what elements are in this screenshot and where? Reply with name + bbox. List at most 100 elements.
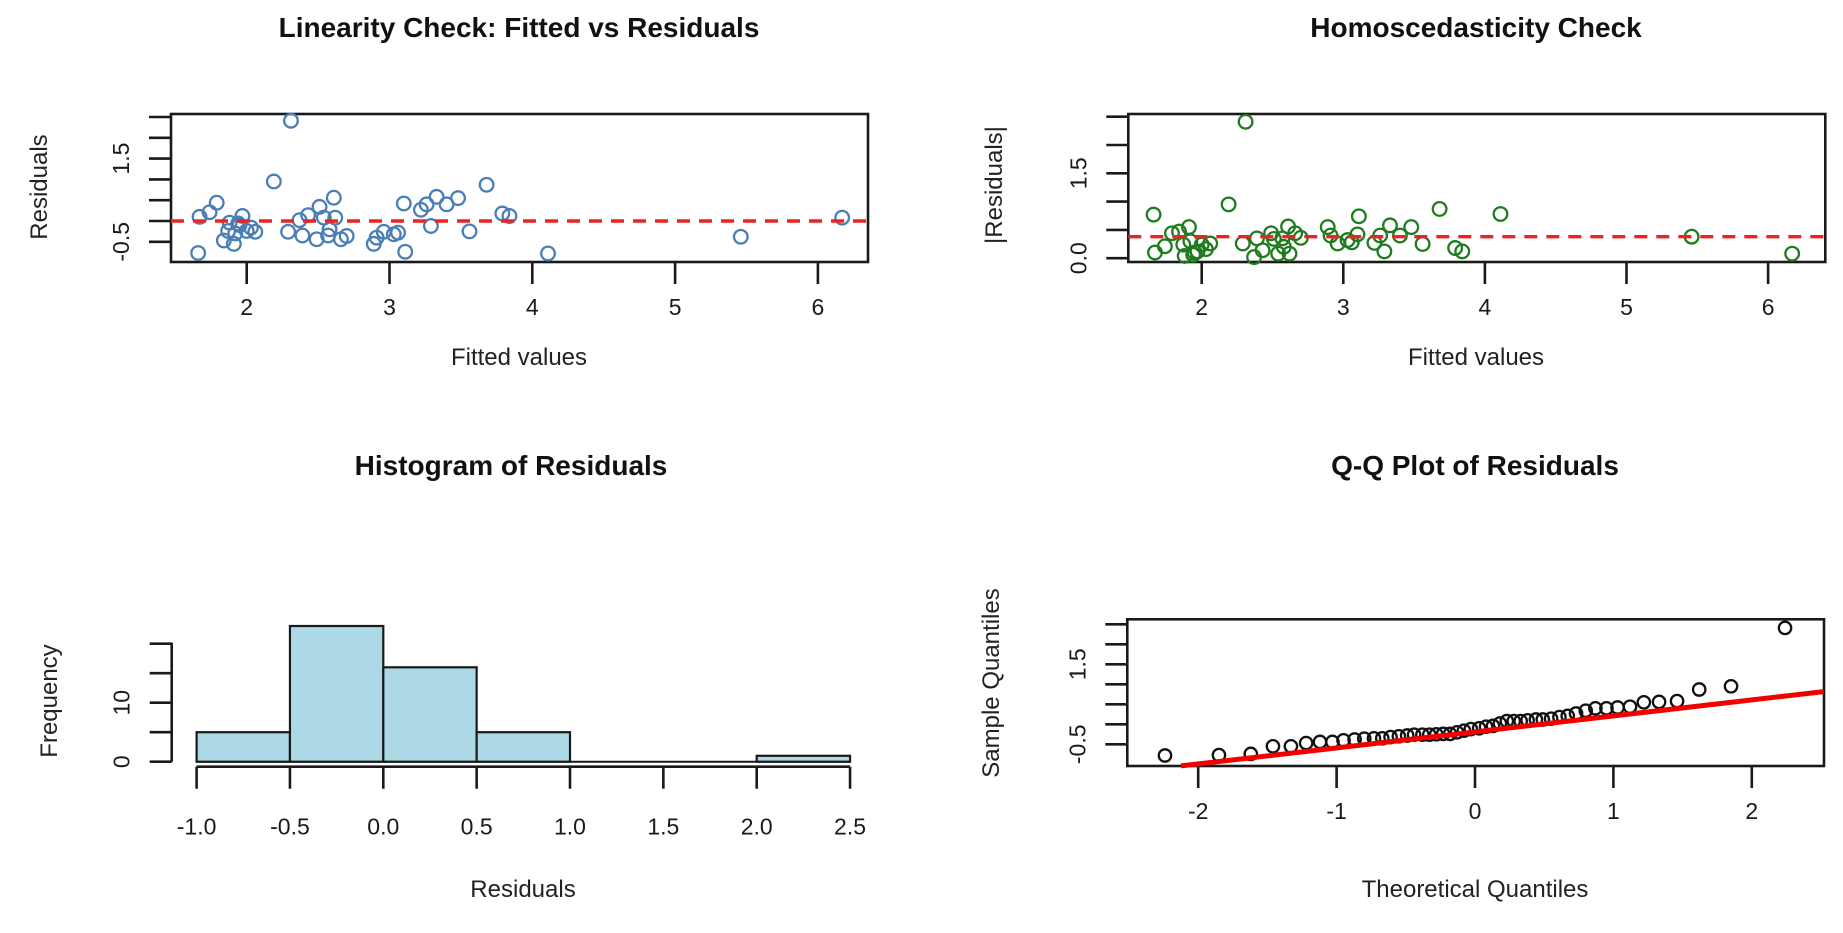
- data-point: [283, 112, 299, 129]
- histogram-bar: [288, 624, 385, 763]
- x-tick-label: 1.5: [647, 814, 679, 840]
- data-point: [243, 219, 259, 236]
- data-point: [1312, 734, 1328, 750]
- data-point: [1588, 700, 1603, 716]
- x-tick-label: 0.5: [461, 814, 493, 840]
- x-tick-label: 6: [1762, 294, 1775, 320]
- x-tick-label: -1: [1326, 798, 1346, 824]
- data-point: [1376, 243, 1393, 260]
- x-tick-label: 2.0: [741, 814, 773, 840]
- histogram-bar: [475, 731, 572, 763]
- data-point: [1145, 206, 1162, 223]
- linearity-plot-title: Linearity Check: Fitted vs Residuals: [278, 12, 760, 43]
- data-point: [418, 196, 435, 213]
- data-point: [478, 176, 495, 193]
- data-point: [540, 245, 556, 262]
- data-point: [501, 208, 518, 224]
- data-point: [1454, 243, 1471, 260]
- y-tick-label: 10: [109, 690, 135, 716]
- data-point: [1147, 244, 1163, 261]
- data-point: [1784, 245, 1801, 262]
- x-tick-label: 0.0: [367, 814, 399, 840]
- x-tick-label: -1.0: [177, 814, 217, 840]
- histogram-bar: [195, 731, 292, 763]
- data-point: [397, 243, 414, 260]
- y-tick-label: 0: [109, 755, 135, 768]
- data-point: [1350, 208, 1367, 225]
- data-point: [732, 228, 749, 245]
- data-point: [215, 232, 232, 249]
- data-point: [1237, 113, 1254, 130]
- data-point: [1651, 694, 1667, 710]
- data-point: [1431, 201, 1448, 217]
- data-point: [1492, 206, 1509, 223]
- x-tick-label: 6: [812, 294, 825, 320]
- data-point: [1298, 735, 1314, 751]
- data-point: [422, 218, 439, 234]
- data-point: [834, 209, 851, 226]
- data-point: [191, 208, 208, 225]
- data-point: [225, 235, 242, 252]
- data-point: [1156, 238, 1173, 255]
- y-tick-label: -0.5: [108, 222, 134, 262]
- data-point: [1636, 694, 1652, 710]
- data-point: [1349, 226, 1366, 243]
- linearity-yaxis-label: Residuals: [26, 134, 53, 240]
- data-point: [1220, 196, 1237, 213]
- data-point: [1691, 682, 1707, 697]
- data-point: [234, 208, 251, 224]
- data-point: [1265, 231, 1282, 247]
- data-point: [208, 194, 225, 211]
- y-tick-label: 1.5: [1064, 648, 1090, 680]
- y-tick-label: 1.5: [1065, 157, 1091, 189]
- data-point: [1414, 236, 1431, 253]
- histogram-yaxis-label: Frequency: [36, 644, 63, 758]
- data-point: [461, 223, 478, 240]
- data-point: [1281, 245, 1298, 262]
- data-point: [1265, 738, 1281, 754]
- qq-theoretical-line: [1180, 689, 1825, 769]
- x-tick-label: 1: [1607, 798, 1620, 824]
- x-tick-label: 4: [526, 294, 539, 320]
- linearity-plot-area: 2 3 4 5 6 -0.5 1.5: [108, 112, 870, 320]
- x-tick-label: 5: [669, 294, 682, 320]
- x-tick-label: 2: [1195, 294, 1208, 320]
- data-point: [190, 245, 207, 261]
- data-point: [265, 173, 282, 190]
- data-point: [1403, 219, 1420, 236]
- data-point: [390, 224, 407, 241]
- data-point: [1234, 235, 1251, 252]
- homoscedasticity-plot-area: 2 3 4 5 6 0.0 1.5: [1065, 112, 1827, 320]
- data-point: [338, 228, 355, 244]
- data-point: [1382, 217, 1398, 234]
- plot-frame: [169, 112, 870, 264]
- homoscedasticity-yaxis-label: |Residuals|: [981, 126, 1008, 244]
- data-point: [327, 209, 344, 226]
- x-tick-label: 3: [1337, 294, 1350, 320]
- qq-plot-area: -2 -1 0 1 2 -0.5 1.5: [1064, 617, 1826, 824]
- data-point: [1319, 219, 1336, 236]
- data-point: [294, 227, 311, 244]
- data-point: [238, 223, 255, 239]
- data-point: [325, 189, 342, 206]
- y-tick-label: -0.5: [1064, 724, 1090, 764]
- data-point: [1254, 242, 1271, 259]
- data-point: [227, 225, 244, 242]
- data-point: [1202, 235, 1219, 252]
- x-tick-label: -2: [1188, 798, 1208, 824]
- qq-xaxis-label: Theoretical Quantiles: [1361, 876, 1589, 903]
- x-tick-label: 1.0: [554, 814, 586, 840]
- data-point: [1777, 620, 1793, 636]
- histogram-plot-area: -1.0 -0.5 0.0 0.5 1.0 1.5 2.0 2.5 0 10: [109, 624, 866, 840]
- x-tick-label: -0.5: [270, 814, 310, 840]
- data-point: [1415, 727, 1430, 743]
- histogram-plot-title: Histogram of Residuals: [354, 450, 668, 481]
- x-tick-label: 2: [240, 294, 253, 320]
- data-point: [247, 223, 264, 240]
- qq-plot-title: Q-Q Plot of Residuals: [1331, 450, 1619, 481]
- qq-yaxis-label: Sample Quantiles: [978, 588, 1005, 778]
- data-point: [1164, 225, 1180, 242]
- data-point: [280, 223, 297, 240]
